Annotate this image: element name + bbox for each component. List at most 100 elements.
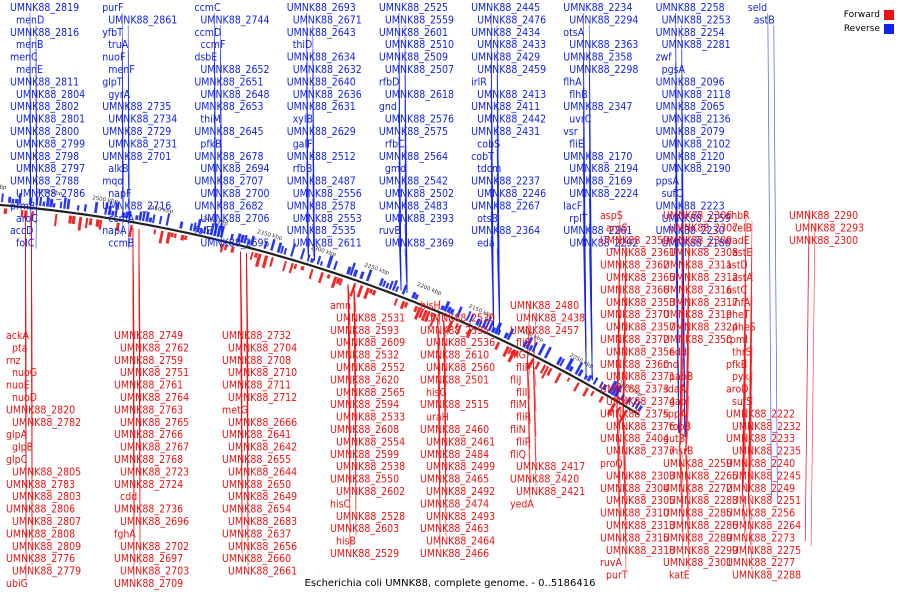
reverse-gene-label: UMNK88_2258	[656, 2, 725, 14]
forward-gene-label: astA	[732, 272, 753, 284]
forward-gene-label: UMNK88_2362	[600, 260, 669, 272]
reverse-gene-label: galF	[293, 138, 313, 150]
reverse-gene-label: lacF	[563, 200, 582, 212]
reverse-gene-label: UMNK88_2429	[471, 52, 540, 64]
reverse-gene	[528, 344, 534, 351]
reverse-gene-label: napA	[102, 225, 127, 237]
reverse-gene-label: UMNK88_2434	[471, 27, 540, 39]
reverse-gene-label: UMNK88_2411	[471, 101, 540, 113]
forward-gene-label: UMNK88_2766	[114, 429, 183, 441]
reverse-gene	[290, 243, 296, 257]
forward-gene-label: UMNK88_2660	[222, 553, 291, 565]
reverse-gene	[114, 203, 119, 217]
forward-gene-label: UMNK88_2654	[222, 504, 291, 516]
reverse-gene-label: UMNK88_2445	[471, 2, 540, 14]
forward-gene	[20, 209, 24, 218]
reverse-gene-label: UMNK88_2797	[16, 163, 85, 175]
forward-gene	[128, 224, 133, 238]
forward-gene	[269, 257, 274, 267]
reverse-gene	[543, 346, 552, 359]
forward-gene-label: UMNK88_2602	[336, 486, 405, 498]
reverse-gene-label-line	[312, 223, 315, 261]
forward-gene	[288, 262, 294, 274]
forward-gene-leader-lines	[25, 209, 816, 579]
reverse-gene-label: UMNK88_2575	[379, 126, 448, 138]
forward-gene-label-line	[742, 482, 747, 492]
forward-gene-label: UMNK88_2465	[420, 474, 489, 486]
reverse-gene-label: UMNK88_2483	[379, 200, 448, 212]
forward-gene-label: UMNK88_2463	[420, 523, 489, 535]
forward-gene-label: yedA	[510, 498, 534, 510]
reverse-gene-label: menC	[10, 52, 38, 64]
forward-gene-label: UMNK88_2765	[120, 417, 189, 429]
reverse-gene	[148, 217, 153, 223]
forward-gene-label: UMNK88_2768	[114, 454, 183, 466]
reverse-gene	[199, 227, 203, 233]
forward-gene	[616, 406, 622, 413]
reverse-gene	[449, 308, 455, 315]
forward-gene-label-line	[437, 317, 441, 549]
reverse-gene	[63, 197, 67, 209]
forward-gene-label: UMNK88_2493	[426, 511, 495, 523]
reverse-gene	[316, 255, 322, 265]
forward-gene-label: UMNK88_2807	[12, 516, 81, 528]
reverse-gene	[497, 329, 502, 336]
reverse-gene-label: menD	[16, 14, 44, 26]
reverse-gene-label: cobS	[477, 138, 500, 150]
reverse-gene-label: UMNK88_2487	[287, 176, 356, 188]
forward-gene-label: UMNK88_2265	[669, 470, 738, 482]
reverse-gene-label: UMNK88_2363	[569, 39, 638, 51]
forward-gene-label: UMNK88_2359	[600, 235, 669, 247]
scale-tick-label: 2200 kbp	[416, 282, 443, 297]
reverse-gene-label-line	[490, 236, 494, 330]
forward-gene-label: UMNK88_2460	[420, 424, 489, 436]
reverse-gene-label: UMNK88_2502	[385, 188, 454, 200]
forward-gene-label: UMNK88_2661	[228, 566, 297, 578]
reverse-gene	[634, 400, 641, 410]
reverse-gene-label: UMNK88_2234	[563, 2, 632, 14]
forward-gene-label: UMNK88_2708	[222, 355, 291, 367]
reverse-gene-label: UMNK88_2816	[10, 27, 79, 39]
forward-gene-label: UMNK88_2357	[606, 322, 675, 334]
reverse-gene	[1, 193, 4, 203]
reverse-gene-label: UMNK88_2693	[287, 2, 356, 14]
forward-gene-label: UMNK88_2656	[228, 541, 297, 553]
reverse-gene-label: glpT	[102, 76, 123, 88]
reverse-gene-label: UMNK88_2694	[200, 163, 269, 175]
forward-gene	[183, 235, 188, 241]
reverse-gene-label: UMNK88_2136	[662, 114, 731, 126]
reverse-gene	[39, 196, 43, 206]
reverse-gene-label: UMNK88_2559	[385, 14, 454, 26]
reverse-gene	[388, 280, 394, 290]
reverse-gene-label: flhB	[569, 89, 587, 101]
reverse-gene-label: UMNK88_2364	[471, 225, 540, 237]
reverse-gene-label: UMNK88_2798	[10, 151, 79, 163]
forward-gene-label: UMNK88_2259	[663, 458, 732, 470]
reverse-gene-label: rplT	[569, 213, 588, 225]
reverse-gene-label: UMNK88_2118	[662, 89, 731, 101]
forward-gene	[54, 213, 58, 227]
forward-gene-label: amn	[330, 300, 351, 312]
reverse-gene-label: UMNK88_2542	[379, 176, 448, 188]
reverse-gene-label: gmd	[385, 163, 406, 175]
forward-gene-label: fliF	[516, 362, 530, 374]
reverse-gene	[196, 218, 202, 233]
forward-gene-label: UMNK88_2736	[114, 504, 183, 516]
reverse-gene	[189, 223, 194, 231]
reverse-gene	[411, 291, 417, 299]
reverse-gene-label: UMNK88_2786	[16, 188, 85, 200]
forward-gene-label: UMNK88_2307	[669, 222, 738, 234]
reverse-gene-label: UMNK88_2431	[471, 126, 540, 138]
forward-gene-label: UMNK88_2350	[663, 334, 732, 346]
reverse-gene	[94, 201, 99, 214]
reverse-gene-label: folC	[16, 238, 35, 250]
forward-gene-label: UMNK88_2309	[663, 235, 732, 247]
forward-gene-label: hisC	[330, 498, 351, 510]
forward-gene-label: UMNK88_2374	[606, 396, 675, 408]
forward-gene-label: UMNK88_2723	[120, 466, 189, 478]
forward-gene	[223, 244, 228, 251]
reverse-gene-label: UMNK88_2509	[379, 52, 448, 64]
reverse-gene-label: UMNK88_2223	[656, 200, 725, 212]
reverse-gene-label: UMNK88_2652	[200, 64, 269, 76]
forward-gene	[420, 309, 428, 322]
